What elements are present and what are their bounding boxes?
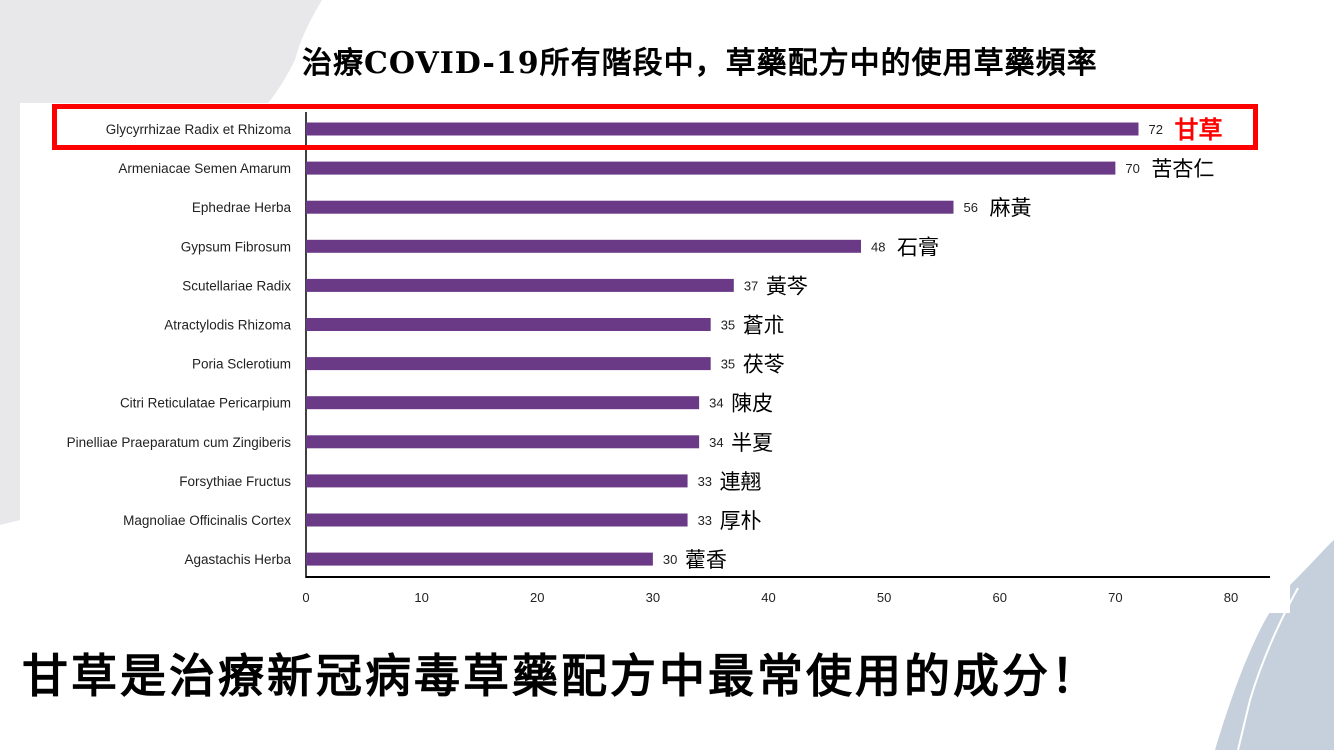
chinese-name-label: 麻黃: [990, 196, 1032, 220]
chinese-name-label: 苦杏仁: [1151, 157, 1214, 181]
value-label: 35: [721, 357, 735, 372]
chinese-name-label: 黃芩: [766, 274, 808, 298]
value-label: 35: [721, 318, 735, 333]
category-label: Magnoliae Officinalis Cortex: [123, 513, 291, 528]
bar: [306, 357, 711, 371]
value-label: 70: [1125, 161, 1139, 176]
value-label: 34: [709, 435, 723, 450]
chinese-name-label: 連翹: [720, 470, 762, 494]
category-label: Agastachis Herba: [184, 552, 291, 567]
bar: [306, 318, 711, 331]
bar: [306, 278, 734, 292]
chinese-name-label: 石膏: [897, 235, 939, 259]
chinese-name-label: 厚朴: [720, 509, 762, 533]
bar: [306, 239, 861, 253]
bar: [306, 122, 1139, 136]
category-label: Poria Sclerotium: [192, 357, 291, 372]
x-tick-label: 70: [1108, 590, 1122, 605]
page-title: 治療COVID-19所有階段中，草藥配方中的使用草藥頻率: [302, 46, 1098, 81]
x-tick-label: 50: [877, 590, 891, 605]
chinese-name-label: 陳皮: [731, 392, 773, 416]
category-label: Armeniacae Semen Amarum: [118, 161, 291, 176]
x-tick-label: 80: [1224, 590, 1238, 605]
category-label: Atractylodis Rhizoma: [164, 318, 291, 333]
chinese-name-label: 甘草: [1175, 115, 1223, 144]
value-label: 33: [698, 474, 712, 489]
chinese-name-label: 蒼朮: [743, 314, 785, 338]
chinese-name-label: 藿香: [685, 548, 727, 572]
bar: [306, 396, 700, 410]
category-label: Gypsum Fibrosum: [181, 239, 291, 254]
bar: [306, 200, 954, 214]
value-label: 30: [663, 552, 677, 567]
bar-chart: Glycyrrhizae Radix et Rhizoma 72 甘草 Armenia…: [67, 112, 1270, 605]
bar: [306, 161, 1116, 175]
chinese-name-label: 半夏: [731, 431, 773, 455]
category-label: Forsythiae Fructus: [179, 474, 291, 489]
conclusion-text: 甘草是治療新冠病毒草藥配方中最常使用的成分！: [22, 649, 1100, 703]
chinese-name-label: 茯苓: [743, 353, 785, 377]
x-tick-label: 10: [414, 590, 428, 605]
x-tick-label: 60: [993, 590, 1007, 605]
category-label: Ephedrae Herba: [192, 200, 292, 215]
value-label: 48: [871, 239, 885, 254]
x-tick-label: 20: [530, 590, 544, 605]
x-tick-label: 40: [761, 590, 775, 605]
bar: [306, 474, 688, 488]
value-label: 34: [709, 396, 723, 411]
category-label: Glycyrrhizae Radix et Rhizoma: [106, 122, 292, 137]
bar: [306, 435, 700, 449]
category-label: Citri Reticulatae Pericarpium: [120, 396, 291, 411]
bar: [306, 552, 653, 566]
value-label: 33: [698, 513, 712, 528]
highlight-box: [52, 104, 1258, 150]
category-label: Pinelliae Praeparatum cum Zingiberis: [67, 435, 292, 450]
value-label: 37: [744, 278, 758, 293]
x-tick-label: 0: [302, 590, 309, 605]
value-label: 72: [1149, 122, 1163, 137]
category-label: Scutellariae Radix: [182, 278, 291, 293]
x-tick-label: 30: [646, 590, 660, 605]
bar: [306, 513, 688, 527]
value-label: 56: [964, 200, 978, 215]
